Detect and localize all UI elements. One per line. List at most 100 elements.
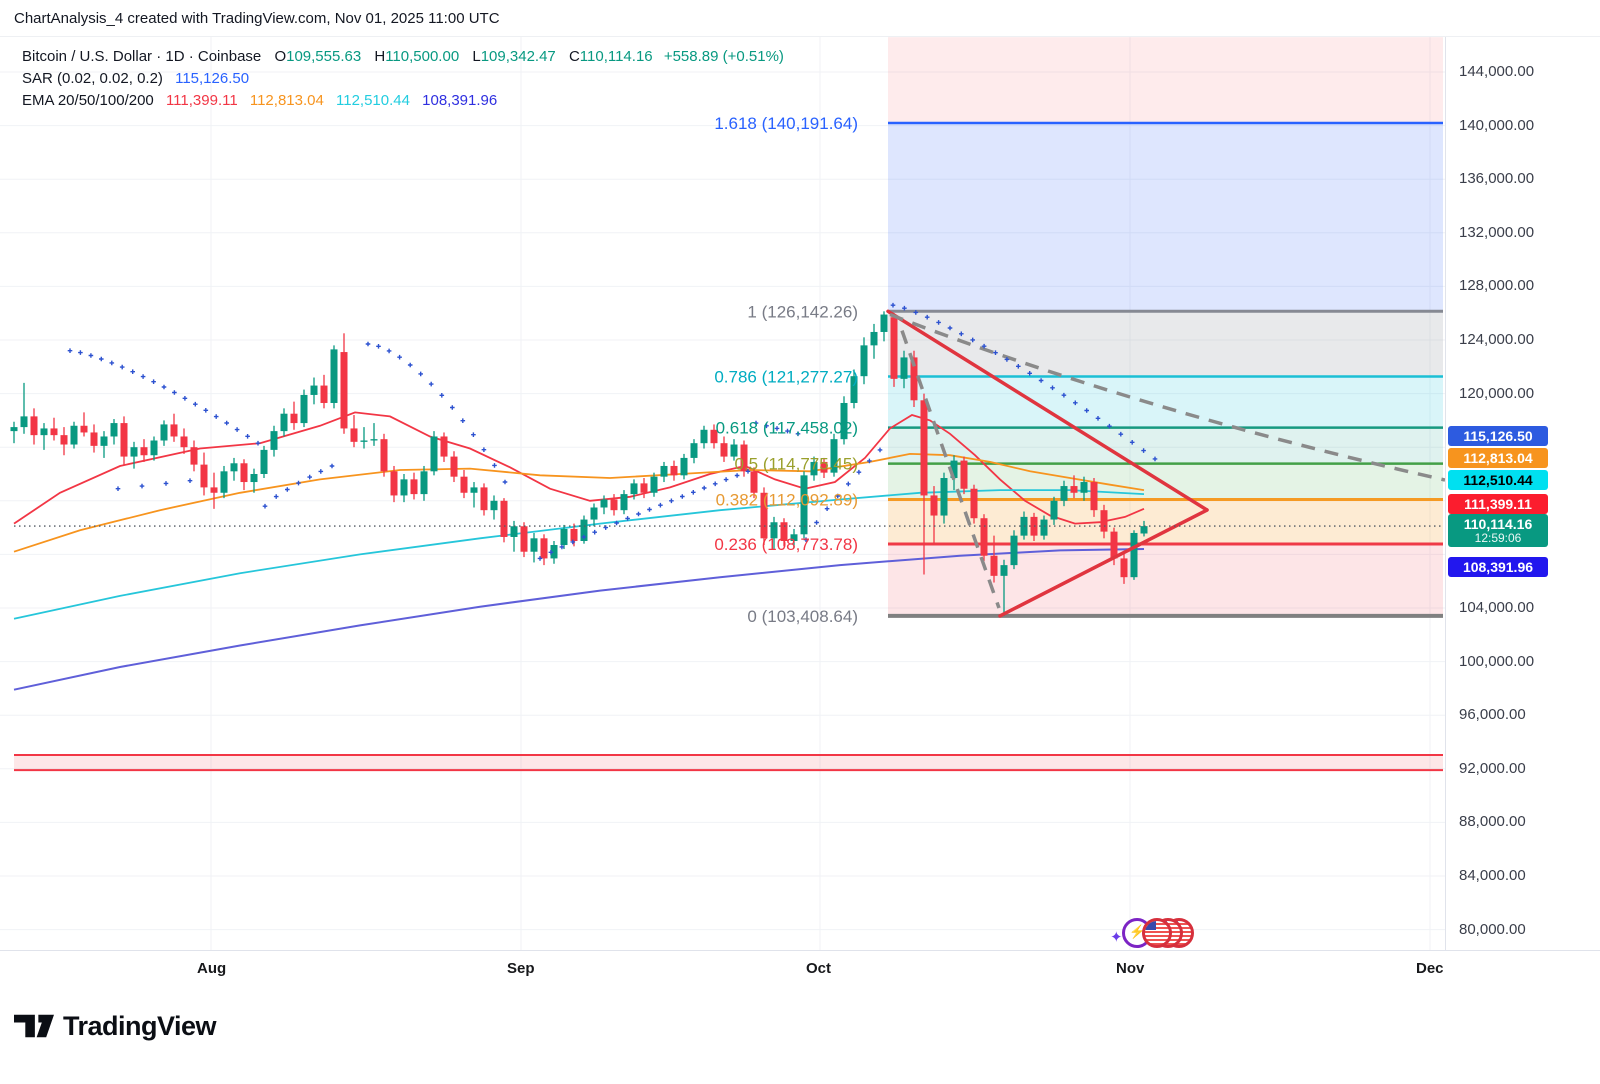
candle-body xyxy=(1040,519,1048,536)
open-value: 109,555.63 xyxy=(286,48,362,65)
candle-body xyxy=(200,464,208,488)
sar-dot xyxy=(88,353,94,358)
change-value: +558.89 (+0.51%) xyxy=(663,48,784,65)
sar-dot xyxy=(67,348,73,353)
sar-dot xyxy=(680,494,685,499)
fib-band xyxy=(888,37,1443,124)
us-flag-coin-icon[interactable] xyxy=(1142,918,1172,948)
sar-dot xyxy=(481,447,487,452)
sar-dot xyxy=(99,356,104,362)
sar-dot xyxy=(745,469,751,474)
candle-body xyxy=(120,423,128,457)
candle-body xyxy=(980,518,988,556)
candle-body xyxy=(780,522,788,541)
ema50-price-label: 112,813.04 xyxy=(1448,448,1548,468)
fib-label-0.236: 0.236 (108,773.78) xyxy=(714,535,858,554)
candle-body xyxy=(570,528,578,541)
price-tick: 140,000.00 xyxy=(1459,116,1535,134)
candle-body xyxy=(990,555,998,576)
sar-dot xyxy=(213,414,219,419)
dashed-projection-line[interactable] xyxy=(889,312,1445,482)
low-label: L xyxy=(472,48,481,65)
fib-label-1.618: 1.618 (140,191.64) xyxy=(714,114,858,133)
high-label: H xyxy=(374,48,386,65)
ema200-line xyxy=(13,548,1145,691)
sar-dot xyxy=(397,354,402,360)
sar-dot xyxy=(1050,385,1055,391)
candle-body xyxy=(230,463,238,472)
month-label-sep: Sep xyxy=(507,960,535,977)
sar-dot xyxy=(376,344,381,349)
dashed-projection-line[interactable] xyxy=(900,330,1001,609)
candle-body xyxy=(450,456,458,477)
triangle-lower-line[interactable] xyxy=(998,508,1209,618)
sar-dot xyxy=(867,458,872,464)
legend-ema-row[interactable]: EMA 20/50/100/200 111,399.11 112,813.04 … xyxy=(22,90,784,112)
candle-body xyxy=(60,435,68,445)
legend: Bitcoin / U.S. Dollar · 1D · Coinbase O1… xyxy=(22,46,784,112)
legend-symbol-row[interactable]: Bitcoin / U.S. Dollar · 1D · Coinbase O1… xyxy=(22,46,784,68)
dashed-projections xyxy=(889,312,1445,609)
symbol-name[interactable]: Bitcoin / U.S. Dollar · 1D · Coinbase xyxy=(22,48,262,65)
sar-dot xyxy=(877,447,883,453)
candle-body xyxy=(90,432,98,446)
candle-body xyxy=(550,545,558,559)
fib-band xyxy=(888,544,1443,616)
candle-body xyxy=(1010,535,1018,566)
candle-body xyxy=(750,471,758,493)
sar-dot xyxy=(115,486,121,491)
candle-body xyxy=(1140,526,1148,534)
sar-dot xyxy=(1073,400,1078,406)
candle-body xyxy=(470,487,478,493)
price-tick: 88,000.00 xyxy=(1459,813,1526,831)
price-chart-canvas[interactable]: 1.618 (140,191.64) 1 (126,142.26) 0.786 (1… xyxy=(0,0,1445,950)
sar-dot xyxy=(691,490,696,495)
candle-body xyxy=(220,471,228,493)
sar-dot xyxy=(592,529,597,535)
sar-dot xyxy=(439,393,445,398)
sar-dot xyxy=(913,310,919,315)
sar-dot xyxy=(329,463,335,469)
sar-dot xyxy=(234,427,240,432)
sar-dot xyxy=(1004,357,1010,362)
sar-dot xyxy=(1084,408,1089,413)
sar-dot xyxy=(625,516,630,521)
sar-dot xyxy=(151,379,156,384)
tradingview-logo-text[interactable]: TradingView xyxy=(63,1010,217,1041)
candle-body xyxy=(770,522,778,539)
ema-indicator-label[interactable]: EMA 20/50/100/200 xyxy=(22,92,154,109)
fib-label-1: 1 (126,142.26) xyxy=(747,302,858,321)
sar-dot xyxy=(307,474,312,480)
triangle-upper-line[interactable] xyxy=(886,309,1209,512)
sar-dot xyxy=(418,371,423,377)
fib-band xyxy=(888,123,1443,312)
candle-body xyxy=(480,487,488,511)
fib-band xyxy=(888,311,1443,377)
event-markers[interactable]: ✦ ⚡ xyxy=(1106,912,1196,954)
legend-sar-row[interactable]: SAR (0.02, 0.02, 0.2) 115,126.50 xyxy=(22,68,784,90)
sar-dot xyxy=(1016,364,1021,369)
candle-body xyxy=(960,460,968,489)
time-axis[interactable]: Aug Sep Oct Nov Dec xyxy=(0,950,1600,989)
candle-body xyxy=(410,479,418,495)
price-axis[interactable]: 144,000.00 140,000.00 136,000.00 132,000.00… xyxy=(1445,0,1600,950)
sar-dot xyxy=(636,511,641,517)
candle-body xyxy=(840,402,848,440)
month-label-aug: Aug xyxy=(197,960,227,977)
month-label-dec: Dec xyxy=(1416,960,1444,977)
candle-body xyxy=(1070,486,1078,493)
fib-label-0.382: 0.382 (112,092.89) xyxy=(716,491,858,510)
sar-indicator-label[interactable]: SAR (0.02, 0.02, 0.2) xyxy=(22,70,163,87)
sar-dot xyxy=(78,350,83,355)
triangle-pattern xyxy=(886,309,1209,618)
candle-body xyxy=(920,400,928,496)
lightning-icon: ⚡ xyxy=(1129,924,1146,939)
sar-dot xyxy=(890,302,896,308)
sar-dot xyxy=(814,520,819,525)
sar-dot xyxy=(245,434,250,439)
candle-body xyxy=(940,478,948,516)
sar-dot xyxy=(824,506,830,511)
tradingview-logo-icon[interactable] xyxy=(14,1011,54,1041)
sar-dot xyxy=(970,337,975,343)
candle-body xyxy=(490,500,498,511)
